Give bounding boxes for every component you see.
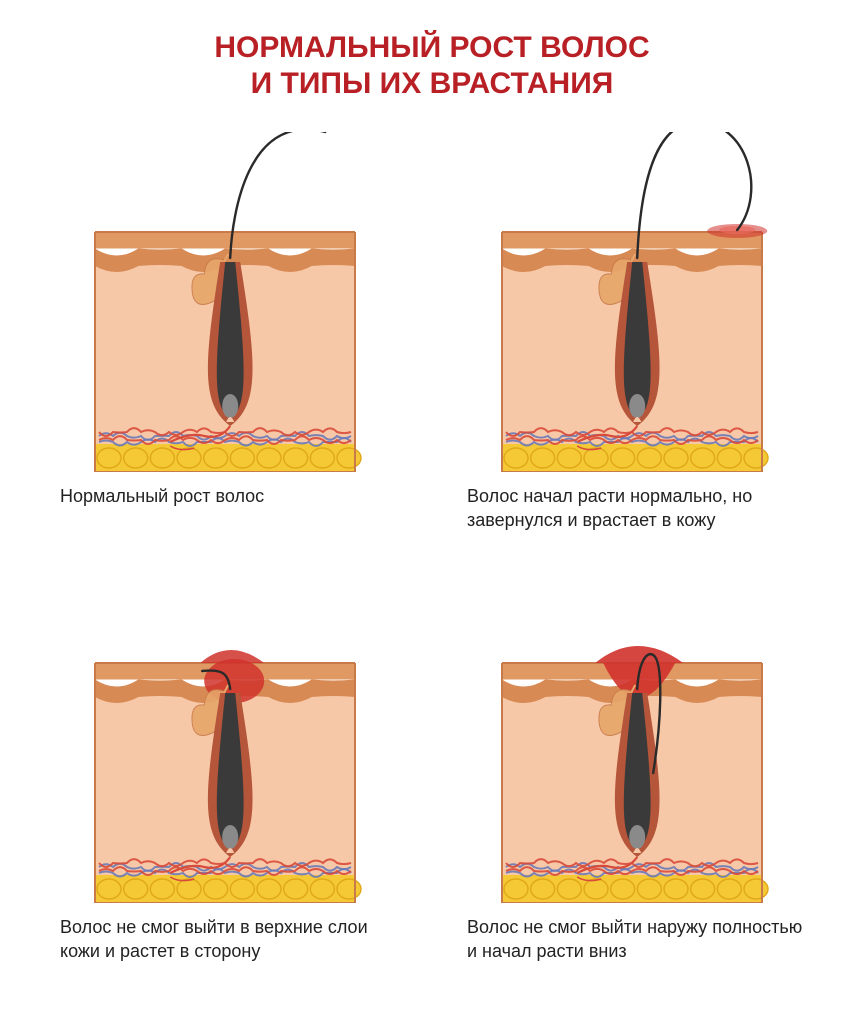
skin-diagram-normal <box>60 132 390 472</box>
skin-diagram-curlback <box>467 132 797 472</box>
panel-down: Волос не смог выйти наружу полностью и н… <box>467 563 804 964</box>
panel-caption: Волос не смог выйти в верхние слои кожи … <box>60 915 397 964</box>
page-title: НОРМАЛЬНЫЙ РОСТ ВОЛОС И ТИПЫ ИХ ВРАСТАНИ… <box>60 30 804 102</box>
title-line-1: НОРМАЛЬНЫЙ РОСТ ВОЛОС <box>214 31 649 64</box>
panel-grid: Нормальный рост волос Волос начал расти … <box>60 132 804 963</box>
panel-caption: Волос начал расти нормально, но завернул… <box>467 484 804 533</box>
panel-normal: Нормальный рост волос <box>60 132 397 533</box>
title-line-2: И ТИПЫ ИХ ВРАСТАНИЯ <box>251 67 614 100</box>
panel-sideways: Волос не смог выйти в верхние слои кожи … <box>60 563 397 964</box>
page: НОРМАЛЬНЫЙ РОСТ ВОЛОС И ТИПЫ ИХ ВРАСТАНИ… <box>0 0 864 983</box>
skin-diagram-sideways <box>60 563 390 903</box>
panel-curlback: Волос начал расти нормально, но завернул… <box>467 132 804 533</box>
skin-diagram-down <box>467 563 797 903</box>
panel-caption: Волос не смог выйти наружу полностью и н… <box>467 915 804 964</box>
panel-caption: Нормальный рост волос <box>60 484 397 508</box>
